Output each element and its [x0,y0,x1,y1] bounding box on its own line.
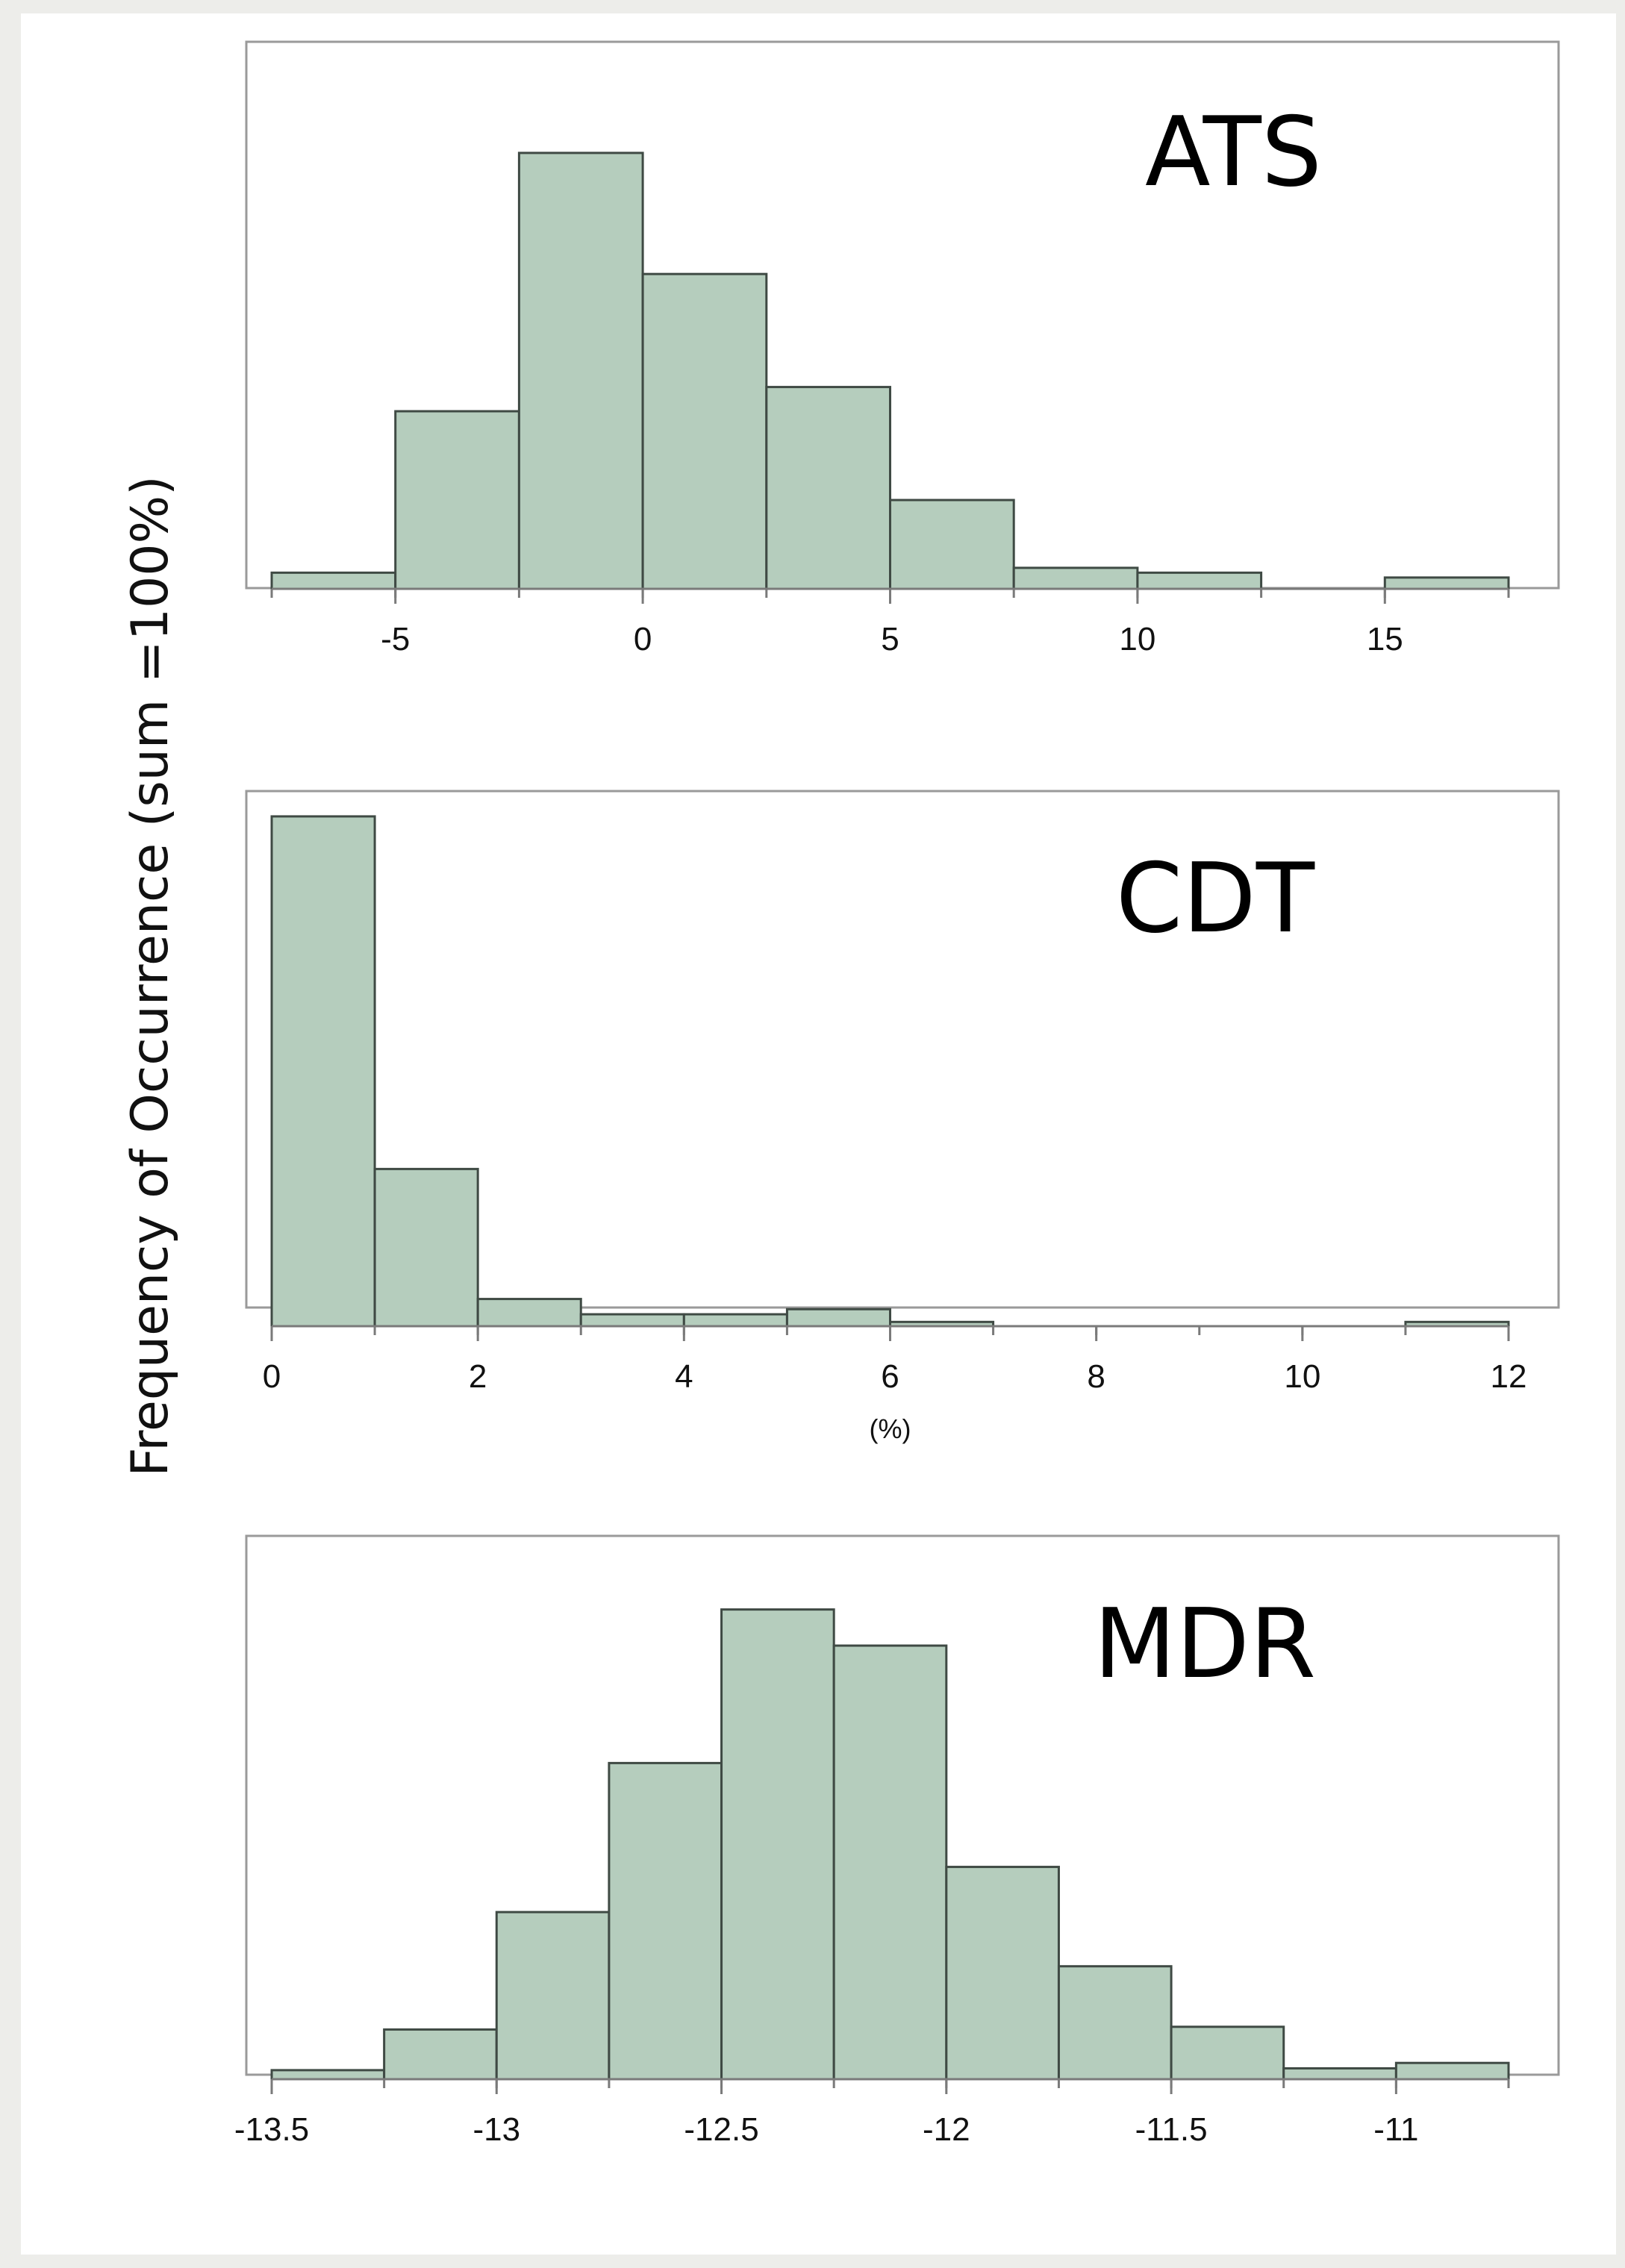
histogram-figure: Frequency of Occurrence (sum =100%) -5 0 5… [21,13,1616,2255]
mdr-bar [720,1608,835,2081]
ats-tick-label: -5 [381,621,410,657]
mdr-bar [1170,2025,1285,2081]
mdr-bar [1282,2066,1397,2081]
mdr-bar [270,2069,386,2081]
cdt-tick-label: 8 [1087,1358,1105,1395]
cdt-tick-label: 12 [1491,1358,1527,1395]
cdt-tick-label: 0 [263,1358,281,1395]
mdr-tick-label: -12 [923,2111,970,2148]
mdr-bar [1394,2061,1510,2081]
ats-bar [765,386,891,590]
cdt-bar [373,1167,479,1328]
mdr-tick-label: -11.5 [1135,2111,1208,2148]
cdt-plot-frame [245,790,1560,1309]
ats-bar [889,499,1015,590]
ats-bar [517,151,644,590]
cdt-tick-label: 10 [1284,1358,1320,1395]
cdt-tick-label: 6 [881,1358,899,1395]
ats-bar [394,410,520,590]
histogram-svg: Frequency of Occurrence (sum =100%) -5 0 5… [121,40,1560,2148]
cdt-panel-title: CDT [1116,843,1315,955]
ats-bar [270,571,397,590]
cdt-x-axis-title: (%) [870,1413,911,1444]
ats-tick-label: 5 [881,621,899,657]
ats-tick-label: 0 [634,621,652,657]
cdt-bar [579,1313,685,1328]
mdr-bar [832,1644,948,2081]
mdr-bar [945,1866,1060,2081]
ats-panel: -5 0 5 10 15 ATS [245,40,1560,657]
mdr-panel-title: MDR [1094,1589,1316,1700]
mdr-tick-label: -12.5 [684,2111,758,2148]
mdr-tick-label: -13.5 [234,2111,309,2148]
mdr-tick-label: -13 [472,2111,520,2148]
y-axis-title: Frequency of Occurrence (sum =100%) [121,475,180,1476]
mdr-panel: -13.5 -13 -12.5 -12 -11.5 -11 MDR [234,1534,1560,2148]
ats-bar [1012,566,1139,590]
ats-bar [1136,571,1263,590]
ats-tick-label: 10 [1119,621,1155,657]
cdt-bar [270,815,376,1328]
ats-bar [1383,576,1510,590]
cdt-bar [682,1313,788,1328]
mdr-bar [608,1761,723,2081]
cdt-panel: 0 2 4 6 8 10 12 CDT (%) [245,790,1560,1444]
mdr-tick-label: -11 [1373,2111,1418,2148]
cdt-tick-label: 2 [469,1358,487,1395]
ats-panel-title: ATS [1145,97,1322,208]
ats-bar [641,272,768,590]
ats-tick-label: 15 [1367,621,1403,657]
cdt-tick-label: 4 [675,1358,693,1395]
cdt-bar [785,1308,891,1328]
mdr-bar [1057,1965,1173,2081]
mdr-bar [495,1911,611,2081]
cdt-bar [476,1298,582,1328]
mdr-bar [383,2028,498,2081]
